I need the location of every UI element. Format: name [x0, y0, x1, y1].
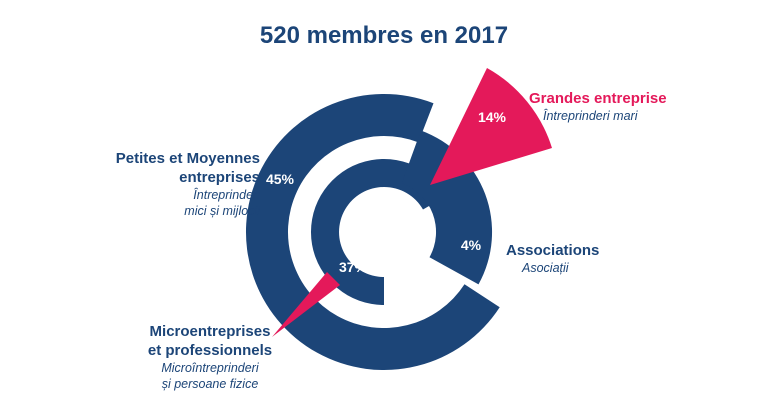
micro-label: Microentreprises et professionnels Micro…	[135, 322, 285, 392]
associations-label-fr: Associations	[506, 242, 600, 259]
associations-label-ro: Asociații	[522, 261, 569, 275]
grandes-entreprise-label-fr: Grandes entreprise	[529, 90, 667, 107]
pme-value-label: 45%	[266, 171, 295, 187]
micro-label-fr-1: Microentreprises	[149, 323, 271, 340]
pme-label: Petites et Moyennes entreprises Întrepri…	[100, 149, 260, 219]
micro-ring-slice	[310, 158, 448, 305]
micro-pointer-wedge	[272, 272, 340, 337]
pme-label-ro-2: mici și mijlocii	[184, 204, 260, 218]
associations-value-label: 4%	[461, 237, 482, 253]
micro-label-ro-1: Microîntreprinderi	[161, 361, 259, 375]
grandes-entreprise-slice	[430, 68, 552, 185]
micro-label-ro-2: și persoane fizice	[161, 377, 259, 391]
associations-label: Associations Asociații	[506, 241, 636, 276]
grandes-entreprise-label: Grandes entreprise Întreprinderi mari	[529, 89, 679, 124]
pme-label-fr-1: Petites et Moyennes	[115, 150, 260, 167]
pme-label-ro-1: Întreprinderi	[193, 188, 260, 202]
grandes-entreprise-value-label: 14%	[478, 109, 507, 125]
pme-label-fr-2: entreprises	[179, 169, 260, 186]
chart-title: 520 membres en 2017	[259, 22, 509, 49]
grandes-entreprise-label-ro: Întreprinderi mari	[543, 109, 638, 123]
micro-value-label: 37%	[339, 259, 368, 275]
micro-label-fr-2: et professionnels	[147, 342, 273, 359]
